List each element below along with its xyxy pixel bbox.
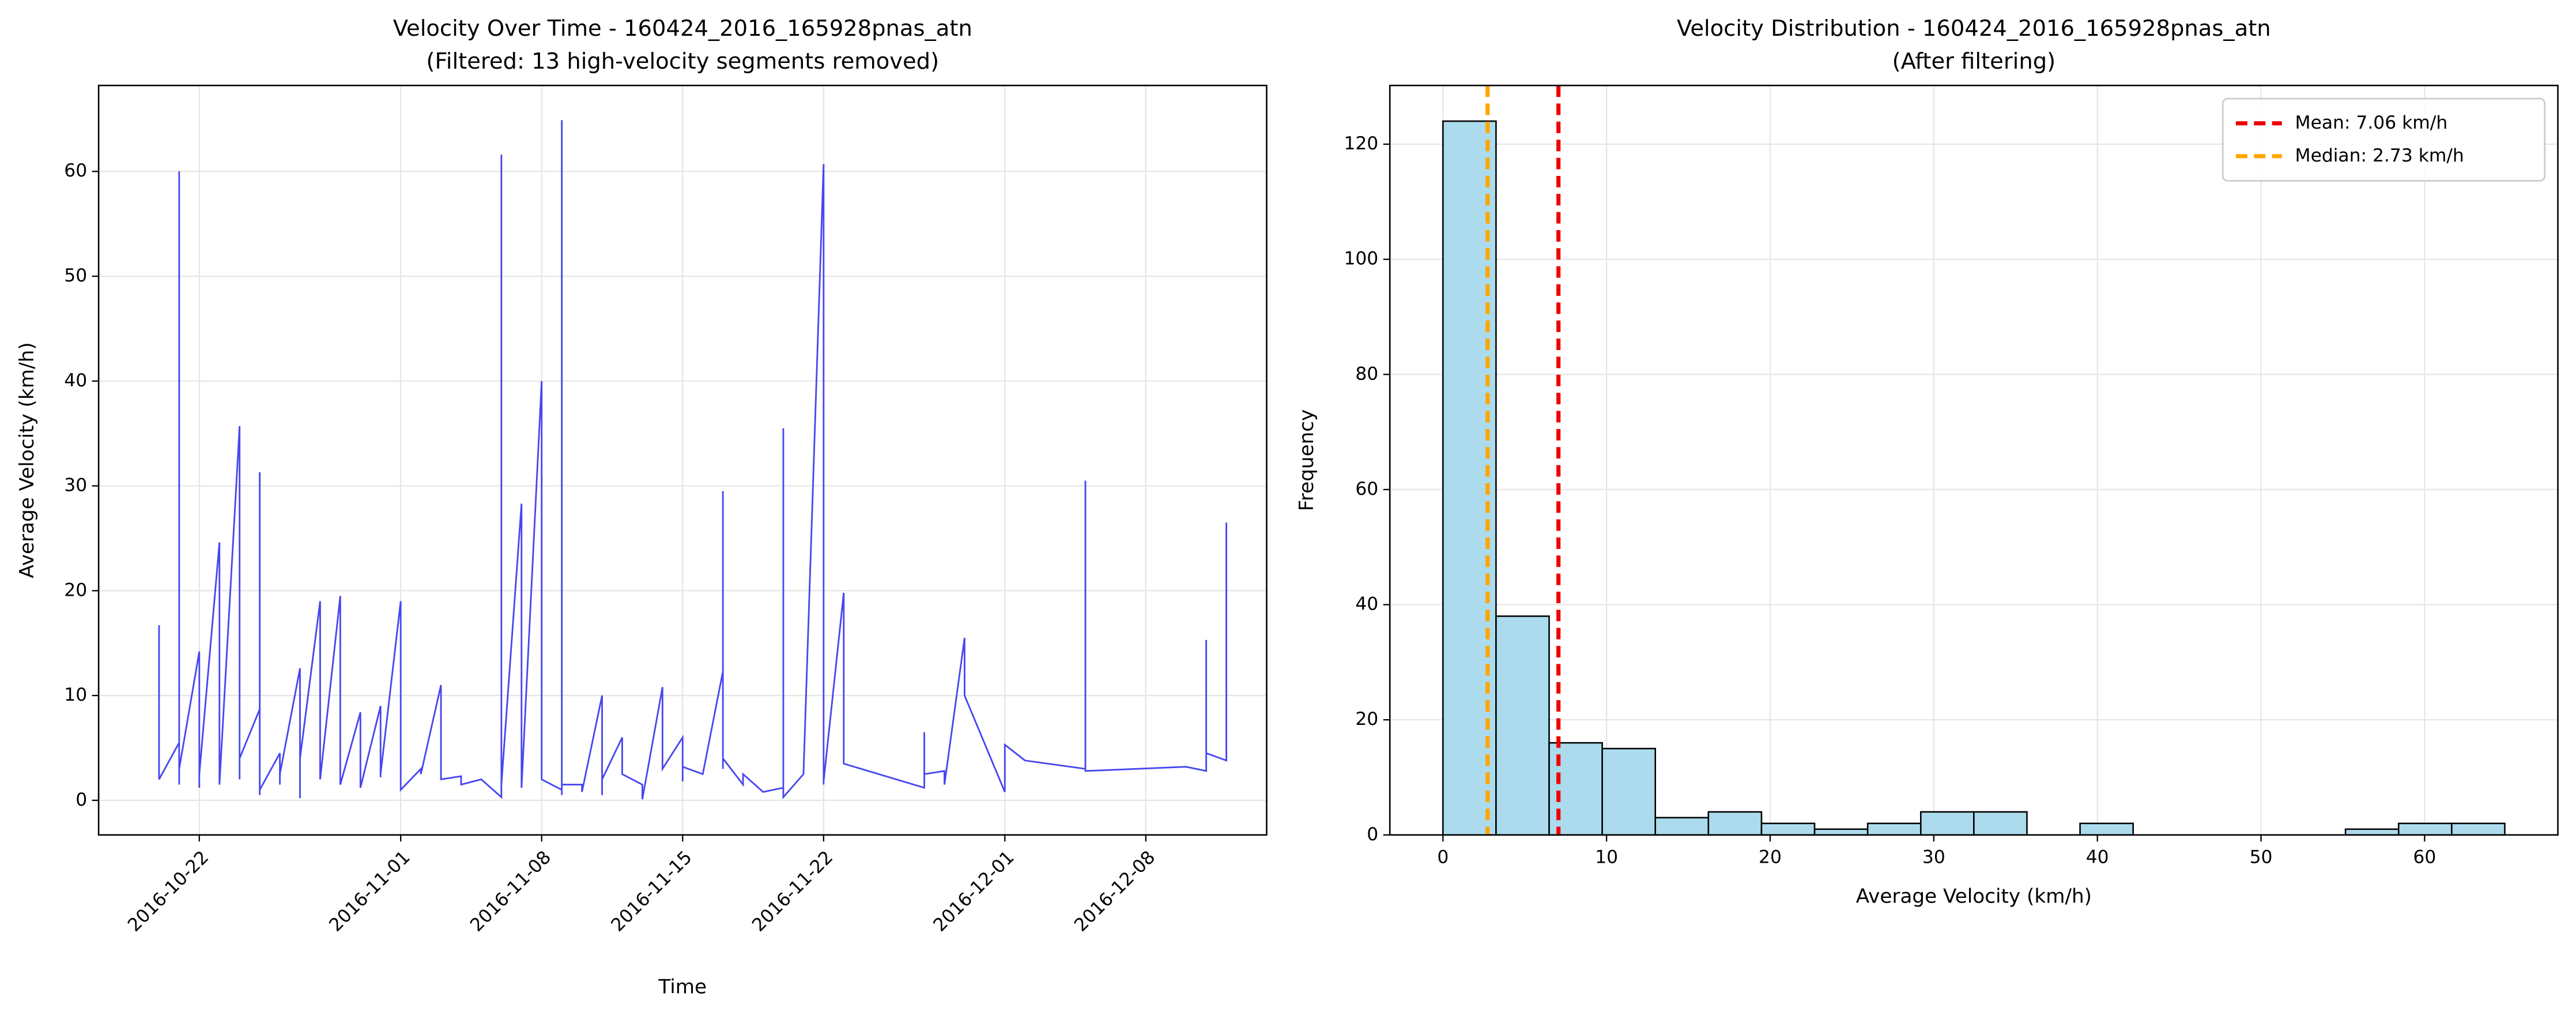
legend-box	[2222, 97, 2546, 182]
x-tick-label: 2016-11-15	[607, 847, 696, 936]
y-tick-label: 0	[1367, 824, 1378, 845]
histogram-bar	[2397, 822, 2453, 836]
y-tick-label: 120	[1344, 133, 1378, 154]
y-tick-label: 0	[76, 789, 87, 810]
histogram-bar	[1760, 822, 1816, 836]
y-tick-label: 40	[64, 370, 87, 391]
histogram-bar	[2451, 822, 2506, 836]
x-tick-label: 0	[1437, 847, 1449, 868]
y-tick-label: 20	[64, 580, 87, 600]
x-tick-label: 2016-12-01	[929, 847, 1018, 936]
chart-title: Velocity Over Time - 160424_2016_165928p…	[393, 16, 972, 42]
y-axis-label: Average Velocity (km/h)	[16, 342, 39, 578]
y-tick-label: 30	[64, 475, 87, 496]
histogram-bar	[1707, 811, 1763, 836]
x-axis-label: Time	[658, 975, 707, 998]
x-tick-label: 20	[1759, 847, 1782, 868]
x-tick-label: 60	[2413, 847, 2436, 868]
x-tick-label: 2016-11-22	[748, 847, 837, 936]
chart-subtitle: (After filtering)	[1892, 48, 2056, 74]
histogram-bar	[1973, 811, 2028, 836]
plot-frame	[1389, 84, 2559, 836]
x-tick-label: 40	[2086, 847, 2109, 868]
y-tick-label: 20	[1355, 709, 1378, 730]
y-tick-label: 60	[1355, 479, 1378, 499]
x-tick-label: 50	[2250, 847, 2273, 868]
x-tick-label: 10	[1595, 847, 1618, 868]
histogram-bar	[2079, 822, 2134, 836]
histogram-bar	[1813, 828, 1869, 836]
y-tick-label: 80	[1355, 363, 1378, 384]
histogram-bar	[1866, 822, 1922, 836]
chart-subtitle: (Filtered: 13 high-velocity segments rem…	[426, 48, 939, 74]
x-tick-label: 2016-12-08	[1070, 847, 1159, 936]
x-tick-label: 2016-11-01	[325, 847, 414, 936]
x-tick-label: 30	[1922, 847, 1945, 868]
y-tick-label: 50	[64, 265, 87, 286]
chart-title: Velocity Distribution - 160424_2016_1659…	[1677, 16, 2271, 42]
plot-frame	[97, 84, 1268, 836]
y-tick-label: 40	[1355, 594, 1378, 615]
y-tick-label: 100	[1344, 249, 1378, 269]
legend-label: Mean: 7.06 km/h	[2295, 112, 2448, 133]
y-axis-label: Frequency	[1295, 409, 1318, 512]
histogram-bar	[1654, 817, 1710, 836]
x-axis-label: Average Velocity (km/h)	[1856, 885, 2092, 908]
histogram-bar	[1919, 811, 1975, 836]
legend-label: Median: 2.73 km/h	[2295, 145, 2464, 166]
velocity-line	[158, 120, 1227, 800]
y-tick-label: 60	[64, 160, 87, 181]
histogram-bar	[1601, 747, 1657, 836]
x-tick-label: 2016-11-08	[466, 847, 555, 936]
x-tick-label: 2016-10-22	[124, 847, 213, 936]
histogram-bar	[1495, 615, 1550, 836]
y-tick-label: 10	[64, 685, 87, 705]
histogram-bar	[2344, 828, 2400, 836]
